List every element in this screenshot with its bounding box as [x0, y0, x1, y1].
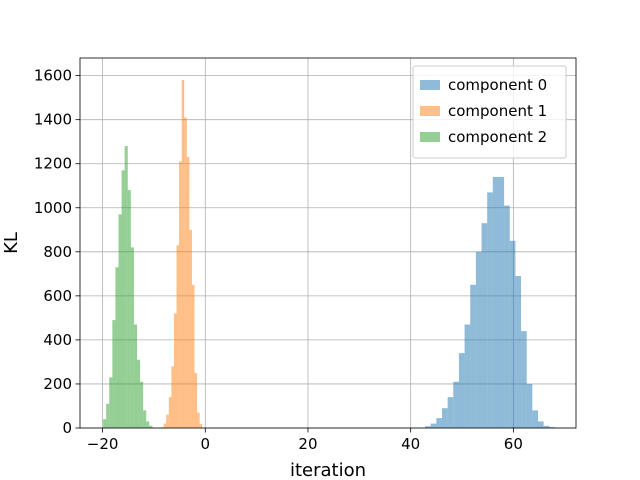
y-tick-label: 800 — [43, 243, 72, 261]
histogram-bar — [127, 190, 131, 428]
histogram-bar — [136, 359, 141, 428]
histogram-bar — [487, 192, 493, 428]
histogram-bar — [133, 324, 137, 428]
series-1-bars — [161, 80, 203, 429]
histogram-bar — [470, 284, 476, 428]
histogram-bar — [504, 205, 510, 428]
histogram-bar — [171, 366, 174, 428]
x-axis-title: iteration — [290, 460, 366, 480]
histogram-bar — [121, 170, 125, 429]
legend-swatch — [420, 106, 440, 116]
histogram-bar — [109, 377, 113, 428]
histogram-bar — [458, 353, 465, 428]
histogram-bar — [112, 320, 116, 428]
histogram-bar — [146, 421, 150, 428]
x-tick-label: 60 — [504, 435, 523, 453]
histogram-bar — [166, 414, 169, 428]
legend-box — [412, 65, 567, 159]
legend: component 0 component 1 component 2 — [412, 65, 567, 159]
histogram-bar — [176, 245, 180, 428]
histogram-bar — [199, 424, 203, 428]
histogram-bar — [430, 423, 437, 428]
histogram-bar — [515, 276, 522, 428]
histogram-bar — [118, 214, 122, 428]
histogram-bar — [543, 425, 550, 428]
histogram-bar — [521, 331, 527, 428]
histogram-bar — [194, 372, 198, 428]
series-0-bars — [425, 176, 555, 428]
histogram-bar — [186, 157, 190, 428]
x-tick-label: −20 — [87, 435, 119, 453]
histogram-bar — [103, 419, 107, 428]
histogram-bar — [453, 381, 459, 428]
y-tick-label: 600 — [43, 287, 72, 305]
y-tick-label: 1600 — [34, 67, 72, 85]
histogram-bar — [179, 161, 182, 428]
x-tick-label: 20 — [298, 435, 317, 453]
histogram-bar — [464, 324, 471, 428]
histogram-bar — [106, 403, 110, 428]
y-tick-label: 200 — [43, 375, 72, 393]
histogram-bar — [475, 251, 482, 428]
histogram-bar — [163, 423, 167, 428]
histogram-bar — [115, 267, 119, 428]
histogram-bar — [143, 410, 147, 428]
y-tick-label: 1400 — [34, 111, 72, 129]
legend-label: component 0 — [448, 76, 547, 94]
plot-frame — [79, 57, 577, 429]
histogram-bar — [498, 176, 505, 428]
histogram-bar — [549, 427, 555, 428]
histogram-bar — [168, 397, 172, 428]
histogram-bar — [130, 247, 134, 428]
histogram-bar — [509, 240, 516, 428]
histogram-bar — [526, 383, 533, 428]
histogram-bar — [184, 117, 187, 428]
histogram-bar — [191, 284, 195, 428]
histogram-bar — [481, 223, 488, 428]
x-tick-label: 0 — [201, 435, 211, 453]
legend-swatch — [420, 132, 440, 142]
x-tick-label: 40 — [401, 435, 420, 453]
y-tick-label: 400 — [43, 331, 72, 349]
y-axis-title: KL — [1, 232, 22, 254]
histogram-bar — [425, 426, 431, 428]
histogram-bars — [103, 80, 555, 429]
y-tick-label: 1200 — [34, 155, 72, 173]
histogram-bar — [447, 397, 454, 428]
y-tick-label: 1000 — [34, 199, 72, 217]
histogram-bar — [149, 425, 153, 428]
histogram-bar — [441, 408, 448, 428]
histogram-bar — [492, 176, 499, 428]
legend-label: component 1 — [448, 102, 547, 120]
histogram-bar — [197, 412, 200, 428]
histogram-bar — [538, 421, 544, 428]
legend-label: component 2 — [448, 128, 547, 146]
histogram-bar — [173, 313, 177, 428]
series-2-bars — [103, 146, 153, 429]
y-tick-label: 0 — [62, 419, 72, 437]
histogram-bar — [124, 146, 128, 428]
histogram-bar — [181, 80, 185, 429]
histogram-bar — [436, 418, 442, 428]
histogram-bar — [161, 427, 164, 428]
histogram-bar — [189, 229, 192, 428]
legend-swatch — [420, 80, 440, 90]
histogram-bar — [140, 381, 144, 428]
histogram-bar — [532, 410, 539, 428]
